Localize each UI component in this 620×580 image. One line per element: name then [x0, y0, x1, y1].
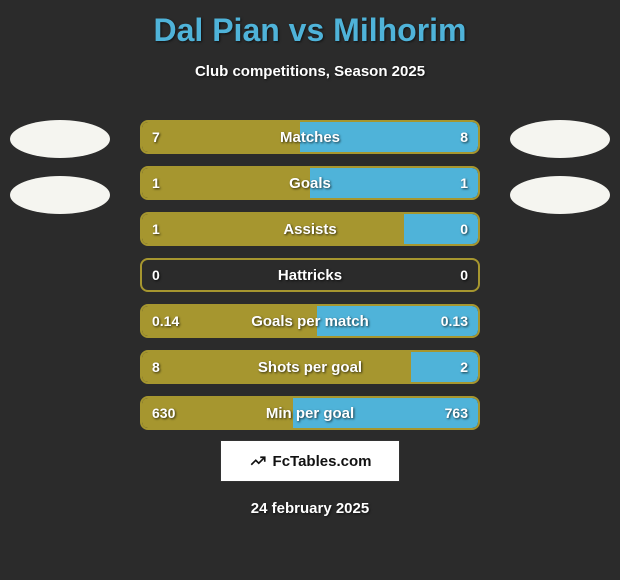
page-subtitle: Club competitions, Season 2025	[0, 63, 620, 80]
stat-row: Shots per goal82	[140, 350, 480, 384]
stat-bar-right	[317, 306, 478, 336]
stat-bar-left	[142, 168, 310, 198]
page-title: Dal Pian vs Milhorim	[0, 0, 620, 49]
avatar-left-1	[10, 120, 110, 158]
stat-label: Hattricks	[142, 260, 478, 290]
avatar-right-2	[510, 176, 610, 214]
chart-icon	[249, 452, 267, 470]
stat-bar-right	[293, 398, 478, 428]
stat-row: Matches78	[140, 120, 480, 154]
stat-value-right: 0	[460, 260, 468, 290]
stat-row: Goals per match0.140.13	[140, 304, 480, 338]
avatars-right-column	[510, 120, 610, 214]
stats-panel: Matches78 Goals11 Assists10 Hattricks0 0 Goal…	[140, 120, 480, 430]
stat-row: Min per goal630763	[140, 396, 480, 430]
stat-bar-left	[142, 352, 411, 382]
date-text: 24 february 2025	[0, 500, 620, 517]
stat-value-left: 0	[152, 260, 160, 290]
stat-bar-left	[142, 214, 404, 244]
avatar-right-1	[510, 120, 610, 158]
avatar-left-2	[10, 176, 110, 214]
stat-bar-left	[142, 398, 293, 428]
stat-row: Goals11	[140, 166, 480, 200]
stat-row: Hattricks0 0	[140, 258, 480, 292]
stat-bar-right	[300, 122, 478, 152]
branding-badge: FcTables.com	[220, 440, 400, 482]
stat-bar-right	[404, 214, 478, 244]
stat-bar-left	[142, 306, 317, 336]
stat-bar-left	[142, 122, 300, 152]
stat-row: Assists10	[140, 212, 480, 246]
stat-bar-right	[310, 168, 478, 198]
stat-bar-right	[411, 352, 478, 382]
avatars-left-column	[10, 120, 110, 214]
branding-text: FcTables.com	[273, 453, 372, 470]
